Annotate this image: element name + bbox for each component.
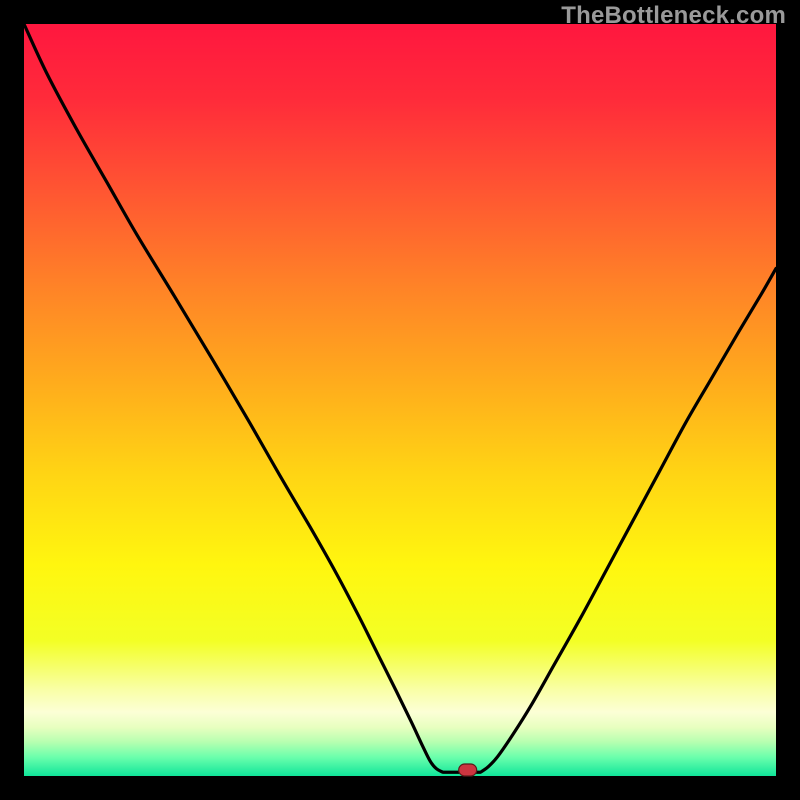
chart-stage: TheBottleneck.com [0, 0, 800, 800]
watermark-text: TheBottleneck.com [561, 2, 786, 30]
plot-gradient [24, 24, 776, 776]
bottleneck-chart [0, 0, 800, 800]
optimal-point-marker [459, 764, 477, 776]
